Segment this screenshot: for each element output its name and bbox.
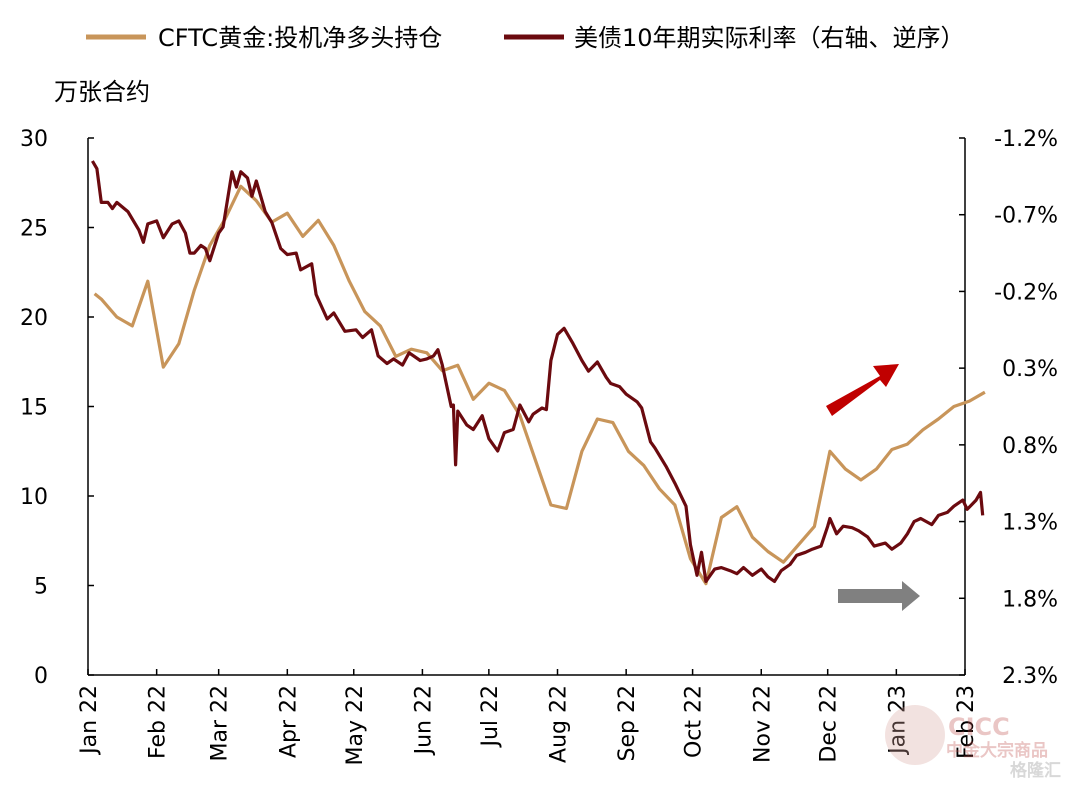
watermark-brand: CICC [948, 713, 1010, 741]
x-tick-label: Jan 23 [885, 685, 910, 756]
x-tick-label: Dec 22 [817, 685, 842, 763]
left-tick-label: 10 [20, 485, 48, 510]
watermark-logo [885, 705, 945, 765]
right-tick-label: -0.7% [994, 204, 1058, 229]
x-tick-label: Feb 22 [146, 685, 171, 759]
left-tick-label: 15 [20, 396, 48, 421]
left-tick-label: 20 [20, 306, 48, 331]
watermark-corner: 格隆汇 [1010, 760, 1061, 781]
legend-label-gold: CFTC黄金:投机净多头持仓 [158, 24, 442, 52]
left-axis-unit-label: 万张合约 [54, 78, 150, 106]
left-tick-label: 0 [34, 664, 48, 689]
x-tick-label: Apr 22 [276, 685, 301, 758]
x-tick-label: Nov 22 [750, 685, 775, 763]
right-tick-label: 1.3% [1002, 511, 1058, 536]
left-tick-label: 30 [20, 127, 48, 152]
right-tick-label: 2.3% [1002, 664, 1058, 689]
series-line-real-rate [91, 160, 985, 583]
legend-label-real-rate: 美债10年期实际利率（右轴、逆序） [574, 24, 965, 52]
x-tick-label: Jun 22 [411, 685, 436, 756]
right-tick-label: -0.2% [994, 280, 1058, 305]
trend-arrow-up [826, 364, 899, 416]
right-tick-label: 1.8% [1002, 587, 1058, 612]
x-tick-label: Mar 22 [208, 685, 233, 762]
left-tick-label: 5 [34, 575, 48, 600]
watermark: CICC 中金大宗商品 格隆汇 [885, 705, 1061, 781]
x-axis-ticks: Jan 22 Feb 22 Mar 22 Apr 22 May 22 Jun 22 Jul … [77, 669, 979, 765]
x-tick-label: Sep 22 [615, 685, 640, 761]
left-tick-label: 25 [20, 217, 48, 242]
right-tick-label: 0.8% [1002, 434, 1058, 459]
x-tick-label: May 22 [343, 685, 368, 765]
legend: CFTC黄金:投机净多头持仓 美债10年期实际利率（右轴、逆序） [86, 24, 965, 52]
x-tick-label: Feb 23 [954, 685, 979, 759]
right-axis-ticks: -1.2% -0.7% -0.2% 0.3% 0.8% 1.3% 1.8% 2.3% [959, 127, 1058, 689]
left-axis-ticks: 0 5 10 15 20 25 30 [20, 127, 94, 689]
right-tick-label: 0.3% [1002, 357, 1058, 382]
right-tick-label: -1.2% [994, 127, 1058, 152]
x-tick-label: Jan 22 [77, 685, 102, 756]
x-tick-label: Oct 22 [682, 685, 707, 758]
series-line-gold-net-long [93, 184, 986, 586]
x-tick-label: Aug 22 [547, 685, 572, 763]
trend-arrow-right [838, 581, 920, 611]
watermark-subtitle: 中金大宗商品 [946, 740, 1048, 761]
x-tick-label: Jul 22 [478, 685, 503, 749]
